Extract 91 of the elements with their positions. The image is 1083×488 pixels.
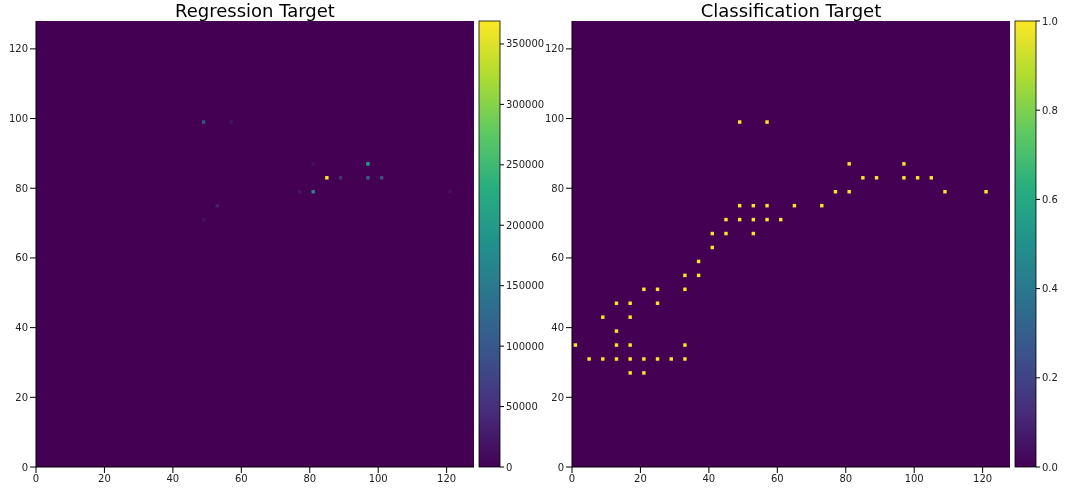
- point: [765, 217, 769, 222]
- point: [311, 189, 315, 194]
- y-tick-label: 120: [544, 43, 564, 55]
- point: [601, 357, 605, 361]
- point: [573, 343, 578, 347]
- point: [614, 343, 619, 347]
- point: [724, 217, 728, 222]
- point: [984, 189, 988, 194]
- point: [765, 203, 769, 208]
- point: [943, 189, 947, 194]
- point: [820, 203, 824, 208]
- x-tick-label: 120: [973, 473, 993, 485]
- point: [366, 176, 370, 180]
- point: [601, 315, 605, 319]
- point: [929, 176, 934, 180]
- point: [724, 231, 728, 236]
- point: [683, 273, 687, 278]
- color-bar-label: 200000: [506, 219, 545, 231]
- x-tick-label: 80: [839, 473, 853, 485]
- point: [861, 176, 865, 180]
- color-bar-label: 0.4: [1042, 283, 1058, 295]
- y-tick-label: 40: [551, 322, 564, 334]
- point: [655, 357, 660, 361]
- color-bar-label: 0: [506, 461, 513, 473]
- point: [765, 120, 769, 124]
- y-tick-label: 0: [21, 461, 28, 473]
- point: [642, 287, 646, 292]
- point: [683, 343, 687, 347]
- color-bar-label: 100000: [506, 340, 545, 352]
- point: [614, 357, 619, 361]
- y-tick-label: 20: [15, 391, 28, 403]
- point: [628, 301, 632, 305]
- y-tick-label: 60: [551, 252, 564, 264]
- point: [683, 287, 687, 292]
- point: [669, 357, 673, 361]
- x-tick-label: 100: [904, 473, 924, 485]
- point: [366, 162, 370, 166]
- x-tick-label: 0: [32, 473, 40, 485]
- y-tick-label: 120: [8, 43, 28, 55]
- x-tick-label: 40: [702, 473, 716, 485]
- y-tick-label: 20: [551, 391, 564, 403]
- point: [642, 371, 646, 375]
- point: [338, 176, 343, 180]
- x-tick-label: 60: [234, 473, 248, 485]
- point: [915, 176, 920, 180]
- point: [379, 176, 384, 180]
- x-tick-label: 0: [568, 473, 576, 485]
- point: [614, 301, 619, 305]
- point: [874, 176, 879, 180]
- point: [201, 120, 206, 124]
- x-tick-label: 60: [770, 473, 784, 485]
- y-tick-label: 60: [15, 252, 28, 264]
- color-bar-label: 50000: [506, 401, 538, 413]
- color-bar-label: 150000: [506, 280, 545, 292]
- x-tick-label: 120: [437, 473, 457, 485]
- x-tick-label: 20: [634, 473, 647, 485]
- y-tick-label: 80: [551, 182, 564, 194]
- x-tick-label: 80: [303, 473, 317, 485]
- x-tick-label: 20: [98, 473, 111, 485]
- point: [902, 176, 906, 180]
- point: [614, 329, 619, 333]
- y-tick-label: 100: [8, 113, 28, 125]
- color-bar-label: 1.0: [1042, 15, 1058, 27]
- color-bar-label: 250000: [506, 159, 545, 171]
- point: [628, 343, 632, 347]
- chart-title: Classification Target: [699, 0, 883, 21]
- x-tick-label: 40: [166, 473, 180, 485]
- color-bar-label: 0.8: [1042, 104, 1058, 116]
- point: [847, 189, 851, 194]
- point: [642, 357, 646, 361]
- y-tick-label: 40: [15, 322, 28, 334]
- point: [628, 371, 632, 375]
- color-bar-label: 0.2: [1042, 372, 1058, 384]
- point: [655, 301, 660, 305]
- point: [683, 357, 687, 361]
- point: [847, 162, 851, 166]
- color-bar-label: 350000: [506, 38, 545, 50]
- chart-title: Regression Target: [174, 0, 336, 21]
- color-bar-label: 300000: [506, 98, 545, 110]
- point: [737, 120, 742, 124]
- point: [628, 357, 632, 361]
- color-bar-label: 0.0: [1042, 461, 1058, 473]
- y-tick-label: 100: [544, 113, 564, 125]
- point: [325, 176, 329, 180]
- y-tick-label: 0: [557, 461, 564, 473]
- point: [628, 315, 632, 319]
- x-tick-label: 100: [368, 473, 388, 485]
- y-tick-label: 80: [15, 182, 28, 194]
- point: [587, 357, 591, 361]
- point: [902, 162, 906, 166]
- color-bar-label: 0.6: [1042, 193, 1058, 205]
